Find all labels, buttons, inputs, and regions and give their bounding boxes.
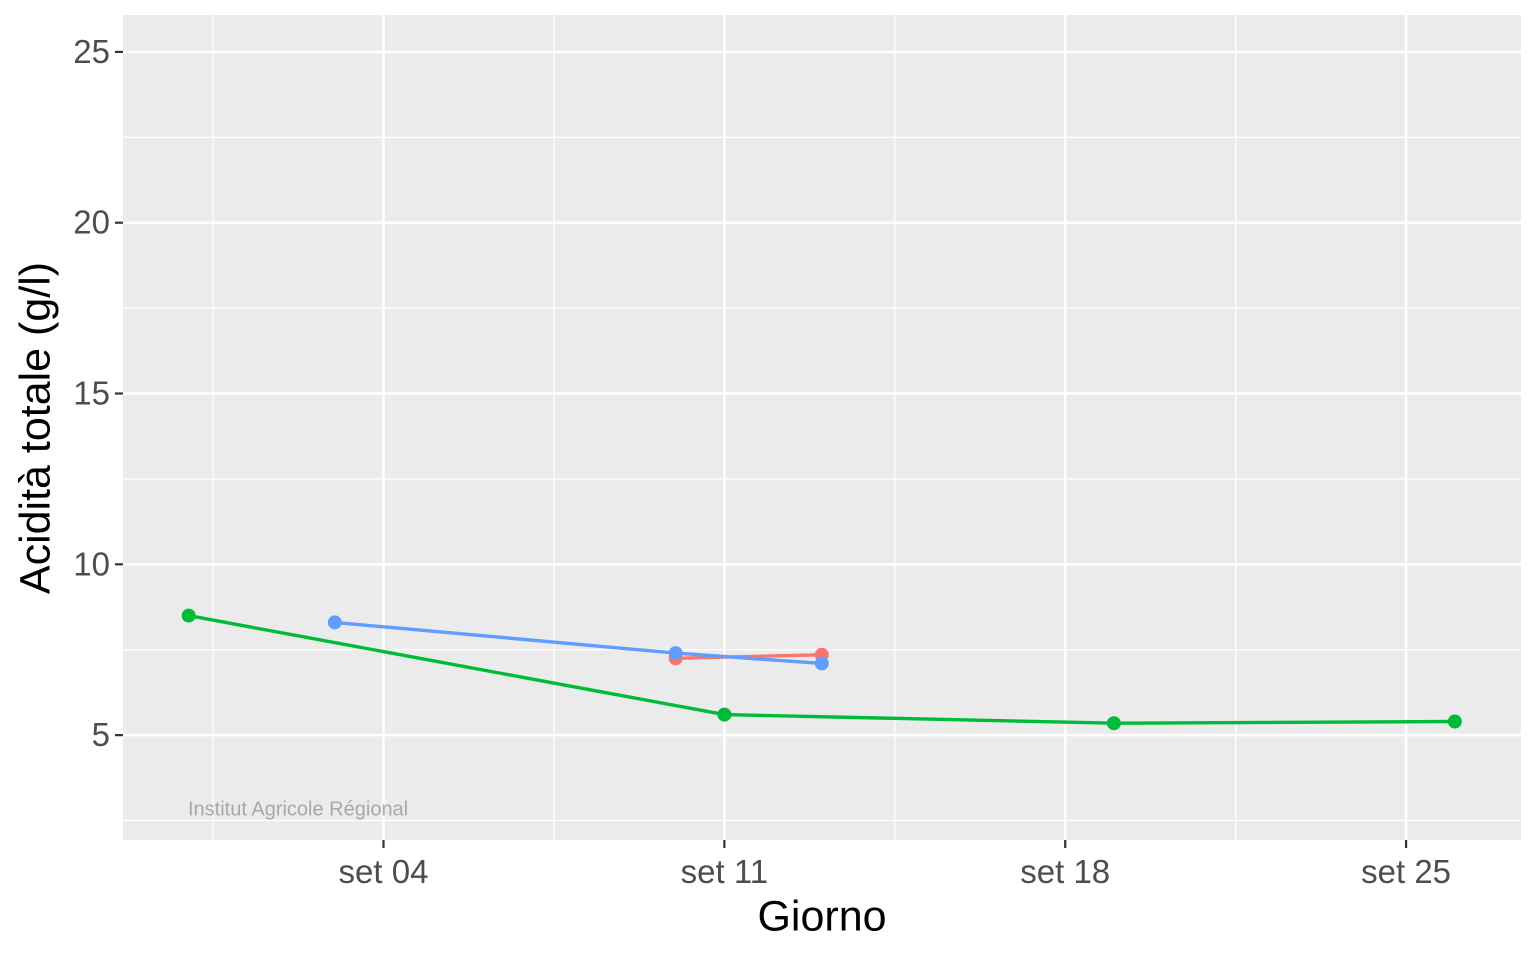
y-axis-title: Acidità totale (g/l) <box>11 261 60 595</box>
y-tick-label: 5 <box>92 716 110 753</box>
series-green-point <box>1106 716 1121 731</box>
x-tick-label: set 11 <box>681 853 768 890</box>
series-blue-point <box>814 656 829 671</box>
x-tick-label: set 25 <box>1361 853 1451 890</box>
x-tick-label: set 04 <box>339 853 429 890</box>
y-tick-label: 25 <box>73 33 110 70</box>
series-blue-point <box>668 646 683 661</box>
x-axis-title: Giorno <box>757 892 887 941</box>
y-tick-label: 15 <box>73 375 110 412</box>
series-green-point <box>717 707 732 722</box>
y-tick-label: 20 <box>73 204 110 241</box>
watermark-text: Institut Agricole Régional <box>188 798 409 821</box>
y-tick-label: 10 <box>73 545 110 582</box>
series-green-point <box>1447 714 1462 729</box>
series-green-line <box>186 613 1457 725</box>
series-green-point <box>181 608 196 623</box>
series-blue-point <box>327 615 342 630</box>
x-tick-label: set 18 <box>1020 853 1110 890</box>
panel-background <box>123 15 1521 840</box>
